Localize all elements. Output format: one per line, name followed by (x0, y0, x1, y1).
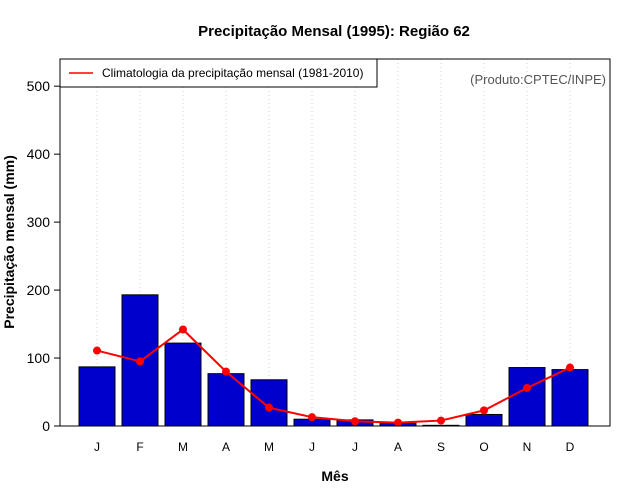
source-annotation: (Produto:CPTEC/INPE) (470, 72, 606, 87)
bar (551, 369, 589, 427)
bar (465, 413, 503, 427)
y-axis: 0 100 200 300 400 500 (27, 78, 60, 434)
legend-box (59, 58, 378, 88)
chart-title: Precipitação Mensal (1995): Região 62 (198, 23, 470, 40)
bar (164, 342, 202, 427)
legend-label: Climatologia da precipitação mensal (198… (102, 66, 363, 80)
y-tick-label: 200 (27, 282, 51, 298)
x-tick-label: A (222, 440, 230, 454)
y-tick-label: 500 (27, 78, 51, 94)
climatology-point (265, 403, 273, 412)
y-tick-label: 100 (27, 350, 51, 366)
bar-series (78, 294, 589, 427)
climatology-point (308, 413, 316, 422)
y-tick-label: 0 (42, 418, 50, 434)
x-tick-label: M (178, 440, 188, 454)
climatology-point (93, 346, 101, 355)
x-tick-label: J (94, 440, 100, 454)
climatology-point (480, 406, 488, 415)
x-tick-label: D (566, 440, 575, 454)
bar (508, 367, 546, 427)
legend: Climatologia da precipitação mensal (198… (59, 58, 378, 88)
y-axis-title: Precipitação mensal (mm) (1, 155, 17, 329)
climatology-point (222, 367, 230, 376)
x-tick-label: J (309, 440, 315, 454)
climatology-series (93, 325, 574, 427)
x-tick-label: F (136, 440, 143, 454)
climatology-point (394, 418, 402, 427)
climatology-point (566, 363, 574, 372)
x-tick-label: N (523, 440, 532, 454)
x-tick-label: O (479, 440, 488, 454)
x-axis-title: Mês (321, 468, 348, 484)
y-tick-label: 300 (27, 214, 51, 230)
climatology-point (523, 383, 531, 392)
bar (250, 379, 288, 427)
y-tick-label: 400 (27, 146, 51, 162)
climatology-point (351, 417, 359, 426)
x-tick-label: S (437, 440, 445, 454)
bar (78, 366, 116, 427)
x-tick-label: A (394, 440, 402, 454)
climatology-point (437, 416, 445, 425)
climatology-point (136, 357, 144, 366)
x-tick-label: J (352, 440, 358, 454)
climatology-line (96, 328, 571, 424)
climatology-point (179, 325, 187, 334)
x-tick-label: M (264, 440, 274, 454)
